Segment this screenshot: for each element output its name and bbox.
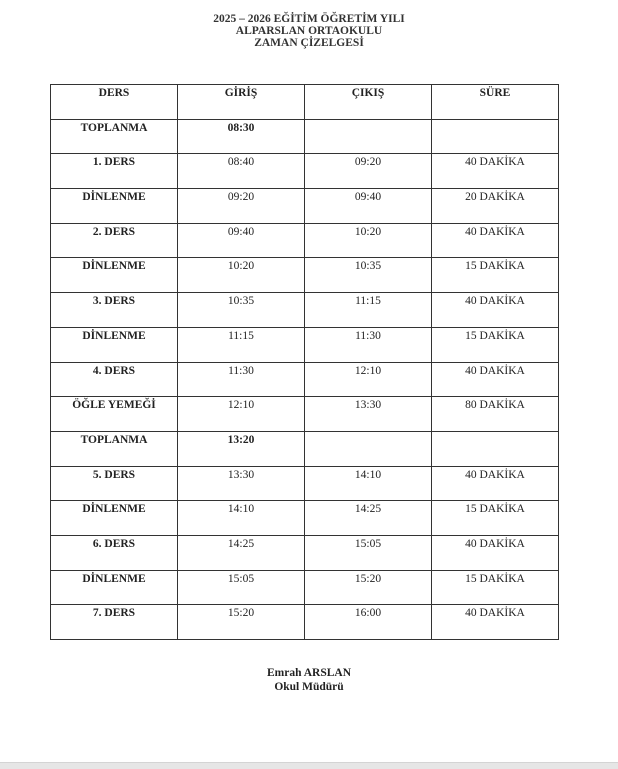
cell-giris: 14:10 (177, 500, 305, 536)
cell-ders: 3. DERS (50, 292, 178, 328)
cell-ders: 4. DERS (50, 361, 178, 398)
cell-cikis: 14:25 (304, 500, 432, 536)
cell-giris: 12:10 (177, 396, 305, 432)
cell-giris: 11:30 (177, 361, 305, 398)
cell-cikis (304, 430, 432, 467)
signature-role: Okul Müdürü (274, 681, 344, 693)
cell-giris: 08:30 (177, 118, 305, 155)
cell-sure: 40 DAKİKA (431, 292, 559, 328)
cell-cikis: 11:30 (304, 326, 432, 363)
cell-cikis: 15:20 (304, 569, 432, 606)
cell-ders: 5. DERS (50, 465, 178, 502)
schedule-table: DERS GİRİŞ ÇIKIŞ SÜRE TOPLANMA 08:30 1. DE… (50, 84, 559, 640)
cell-cikis: 11:15 (304, 292, 432, 328)
cell-sure: 40 DAKİKA (431, 465, 559, 502)
table-row: ÖĞLE YEMEĞİ 12:10 13:30 80 DAKİKA (50, 396, 559, 432)
cell-ders: 7. DERS (50, 604, 178, 640)
cell-ders: DİNLENME (50, 569, 178, 606)
cell-sure: 40 DAKİKA (431, 361, 559, 398)
table-row: 6. DERS 14:25 15:05 40 DAKİKA (50, 534, 559, 571)
cell-cikis: 14:10 (304, 465, 432, 502)
cell-ders: ÖĞLE YEMEĞİ (50, 396, 178, 432)
table-row: 2. DERS 09:40 10:20 40 DAKİKA (50, 222, 559, 259)
table-row: DİNLENME 10:20 10:35 15 DAKİKA (50, 257, 559, 294)
table-row: TOPLANMA 08:30 (50, 118, 559, 155)
cell-giris: 15:20 (177, 604, 305, 640)
cell-cikis: 09:20 (304, 153, 432, 190)
document-title: 2025 – 2026 EĞİTİM ÖĞRETİM YILI ALPARSLA… (0, 13, 618, 49)
column-header-ders: DERS (50, 84, 178, 120)
title-line-year: 2025 – 2026 EĞİTİM ÖĞRETİM YILI (213, 13, 405, 25)
cell-sure: 15 DAKİKA (431, 257, 559, 294)
signature-name: Emrah ARSLAN (266, 667, 352, 679)
cell-sure: 40 DAKİKA (431, 604, 559, 640)
cell-cikis: 13:30 (304, 396, 432, 432)
cell-cikis: 12:10 (304, 361, 432, 398)
cell-sure: 40 DAKİKA (431, 534, 559, 571)
cell-cikis (304, 118, 432, 155)
table-row: DİNLENME 11:15 11:30 15 DAKİKA (50, 326, 559, 363)
table-row: 7. DERS 15:20 16:00 40 DAKİKA (50, 604, 559, 640)
table-row: 4. DERS 11:30 12:10 40 DAKİKA (50, 361, 559, 398)
title-line-schedule: ZAMAN ÇİZELGESİ (254, 37, 364, 49)
table-row: 1. DERS 08:40 09:20 40 DAKİKA (50, 153, 559, 190)
cell-giris: 08:40 (177, 153, 305, 190)
table-row: DİNLENME 15:05 15:20 15 DAKİKA (50, 569, 559, 606)
cell-sure: 20 DAKİKA (431, 188, 559, 224)
cell-ders: 1. DERS (50, 153, 178, 190)
table-row: DİNLENME 09:20 09:40 20 DAKİKA (50, 188, 559, 224)
cell-ders: 6. DERS (50, 534, 178, 571)
table-row: TOPLANMA 13:20 (50, 430, 559, 467)
cell-giris: 15:05 (177, 569, 305, 606)
cell-cikis: 10:35 (304, 257, 432, 294)
table-row: DİNLENME 14:10 14:25 15 DAKİKA (50, 500, 559, 536)
cell-sure: 15 DAKİKA (431, 500, 559, 536)
cell-giris: 09:40 (177, 222, 305, 259)
cell-giris: 10:20 (177, 257, 305, 294)
table-header-row: DERS GİRİŞ ÇIKIŞ SÜRE (50, 84, 559, 120)
cell-cikis: 15:05 (304, 534, 432, 571)
cell-cikis: 09:40 (304, 188, 432, 224)
cell-ders: TOPLANMA (50, 430, 178, 467)
cell-sure (431, 118, 559, 155)
title-line-school: ALPARSLAN ORTAOKULU (235, 25, 383, 37)
cell-giris: 13:30 (177, 465, 305, 502)
cell-ders: TOPLANMA (50, 118, 178, 155)
cell-sure: 40 DAKİKA (431, 222, 559, 259)
cell-giris: 13:20 (177, 430, 305, 467)
cell-giris: 14:25 (177, 534, 305, 571)
viewer-bottom-bar (0, 762, 618, 769)
cell-giris: 09:20 (177, 188, 305, 224)
cell-giris: 10:35 (177, 292, 305, 328)
cell-cikis: 10:20 (304, 222, 432, 259)
cell-ders: DİNLENME (50, 188, 178, 224)
cell-giris: 11:15 (177, 326, 305, 363)
table-row: 3. DERS 10:35 11:15 40 DAKİKA (50, 292, 559, 328)
table-row: 5. DERS 13:30 14:10 40 DAKİKA (50, 465, 559, 502)
cell-sure: 80 DAKİKA (431, 396, 559, 432)
cell-ders: DİNLENME (50, 326, 178, 363)
cell-ders: 2. DERS (50, 222, 178, 259)
cell-sure: 40 DAKİKA (431, 153, 559, 190)
column-header-cikis: ÇIKIŞ (304, 84, 432, 120)
cell-sure: 15 DAKİKA (431, 326, 559, 363)
cell-ders: DİNLENME (50, 257, 178, 294)
cell-cikis: 16:00 (304, 604, 432, 640)
column-header-giris: GİRİŞ (177, 84, 305, 120)
cell-sure: 15 DAKİKA (431, 569, 559, 606)
signature-block: Emrah ARSLAN Okul Müdürü (0, 666, 618, 694)
cell-ders: DİNLENME (50, 500, 178, 536)
column-header-sure: SÜRE (431, 84, 559, 120)
cell-sure (431, 430, 559, 467)
